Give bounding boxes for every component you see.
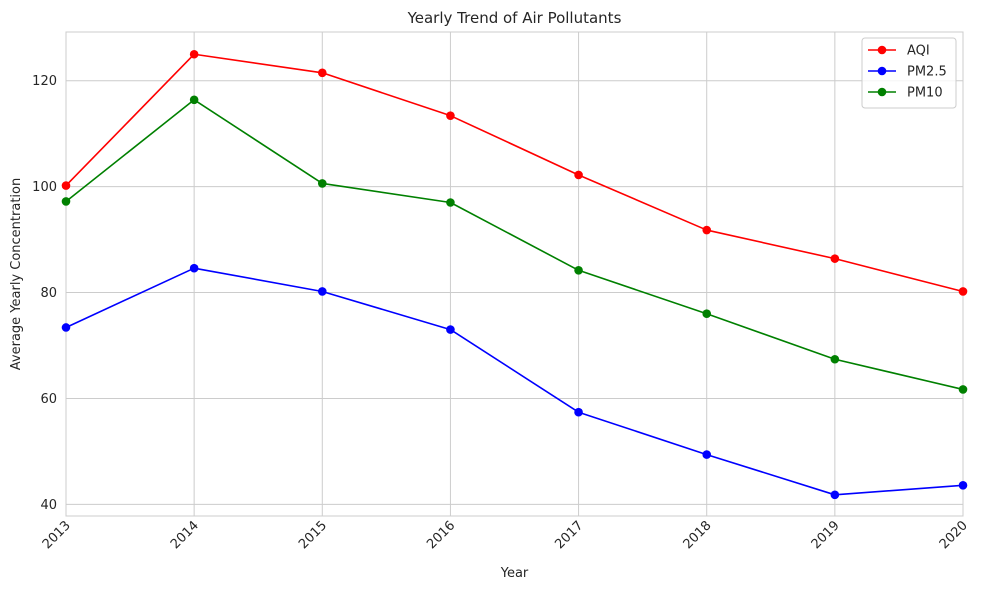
y-tick-label: 80 [40, 286, 57, 301]
data-point [317, 68, 327, 78]
data-point [189, 263, 199, 273]
legend-entry: AQI [868, 44, 930, 59]
data-point [189, 49, 199, 59]
data-point [702, 309, 712, 319]
data-point [830, 490, 840, 500]
x-tick-label: 2014 [168, 518, 202, 552]
x-tick-labels: 2013 2014 2015 2016 2017 2018 2019 2020 [40, 518, 971, 552]
data-point [574, 265, 583, 275]
plot-frame [65, 31, 964, 517]
x-tick-label: 2013 [40, 518, 74, 552]
data-point [317, 179, 327, 188]
data-point [189, 95, 199, 105]
y-tick-label: 60 [40, 392, 57, 407]
series-line [65, 53, 964, 293]
data-point [958, 287, 968, 296]
series-pm2-5 [61, 263, 968, 500]
series-aqi [61, 49, 968, 296]
x-tick-label: 2016 [424, 518, 458, 552]
plot-background [66, 32, 963, 516]
data-point [574, 407, 583, 417]
x-tick-label: 2015 [296, 518, 330, 552]
data-point [958, 385, 968, 394]
data-point [446, 111, 455, 120]
data-point [830, 354, 840, 364]
y-tick-label: 40 [40, 498, 57, 513]
legend-label: PM2.5 [907, 65, 947, 80]
legend-label: PM10 [907, 86, 943, 101]
series-layer [61, 49, 968, 500]
legend: AQI PM2.5 PM10 [861, 37, 957, 109]
data-point [958, 480, 968, 490]
x-axis-label: Year [500, 566, 529, 581]
x-tick-label: 2019 [809, 518, 843, 552]
x-tick-label: 2020 [937, 518, 971, 552]
y-tick-label: 120 [32, 74, 57, 89]
data-point [317, 287, 327, 296]
legend-entry: PM10 [868, 86, 943, 101]
y-tick-label: 100 [32, 180, 57, 195]
chart-title: Yearly Trend of Air Pollutants [407, 9, 622, 27]
data-point [61, 181, 71, 190]
data-point [61, 197, 71, 206]
y-axis-label: Average Yearly Concentration [9, 178, 24, 370]
data-point [446, 325, 455, 334]
legend-label: AQI [907, 44, 930, 59]
series-line [65, 98, 964, 391]
data-point [446, 198, 455, 207]
series-line [65, 267, 964, 496]
series-pm10 [61, 95, 968, 394]
x-tick-label: 2017 [552, 518, 586, 552]
data-point [702, 225, 712, 235]
data-point [702, 450, 712, 459]
x-tick-label: 2018 [681, 518, 715, 552]
legend-swatch-marker [877, 87, 887, 97]
data-point [61, 323, 71, 332]
legend-entry: PM2.5 [868, 65, 947, 80]
data-point [830, 254, 840, 263]
legend-swatch-marker [877, 45, 887, 55]
legend-swatch-marker [877, 66, 887, 76]
data-point [574, 170, 583, 180]
y-tick-labels: 40 60 80 100 120 [32, 74, 57, 513]
